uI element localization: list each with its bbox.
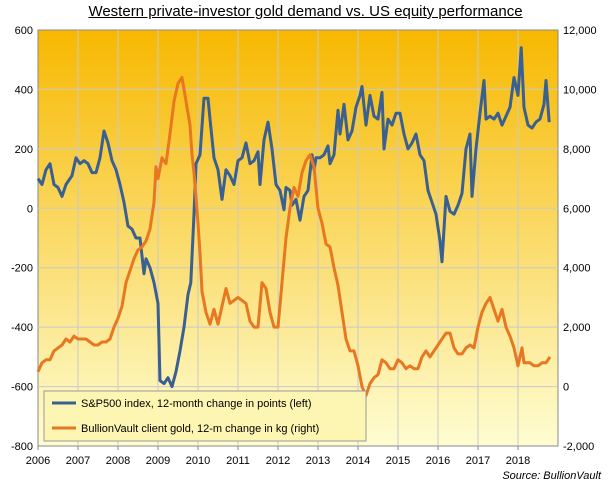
x-tick-label: 2008	[106, 455, 130, 467]
x-tick-label: 2012	[266, 455, 290, 467]
legend-label-sp500: S&P500 index, 12-month change in points …	[81, 398, 312, 410]
x-tick-label: 2015	[386, 455, 410, 467]
y-left-tick-label: 0	[27, 203, 33, 215]
y-right-tick-label: 6,000	[563, 203, 591, 215]
y-right-tick-label: 0	[563, 382, 569, 394]
y-right-tick-label: 10,000	[563, 84, 597, 96]
y-left-tick-label: 400	[15, 84, 33, 96]
x-tick-label: 2016	[426, 455, 450, 467]
x-tick-label: 2014	[346, 455, 370, 467]
y-left-tick-label: -400	[11, 322, 33, 334]
y-right-tick-label: 2,000	[563, 322, 591, 334]
legend-box	[43, 390, 367, 442]
y-right-tick-label: 8,000	[563, 144, 591, 156]
legend: S&P500 index, 12-month change in points …	[43, 390, 367, 442]
x-tick-label: 2011	[226, 455, 250, 467]
x-tick-label: 2017	[466, 455, 490, 467]
y-left-tick-label: -800	[11, 441, 33, 453]
chart-title: Western private-investor gold demand vs.…	[88, 3, 523, 20]
y-right-tick-label: -2,000	[563, 441, 594, 453]
x-tick-label: 2018	[506, 455, 530, 467]
x-tick-label: 2010	[186, 455, 210, 467]
x-tick-label: 2007	[66, 455, 90, 467]
y-right-tick-label: 4,000	[563, 263, 591, 275]
x-tick-label: 2013	[306, 455, 330, 467]
x-tick-label: 2009	[146, 455, 170, 467]
x-tick-label: 2006	[26, 455, 50, 467]
series-line-bullionvault	[36, 76, 552, 397]
y-right-tick-label: 12,000	[563, 25, 597, 37]
y-left-tick-label: 200	[15, 144, 33, 156]
y-left-tick-label: 600	[15, 25, 33, 37]
source-note: Source: BullionVault	[502, 470, 601, 482]
plot-area	[37, 29, 559, 447]
y-left-tick-label: -600	[11, 382, 33, 394]
y-left-tick-label: -200	[11, 263, 33, 275]
series-line-sp500	[36, 46, 551, 389]
legend-label-bullionvault: BullionVault client gold, 12-m change in…	[81, 423, 319, 435]
